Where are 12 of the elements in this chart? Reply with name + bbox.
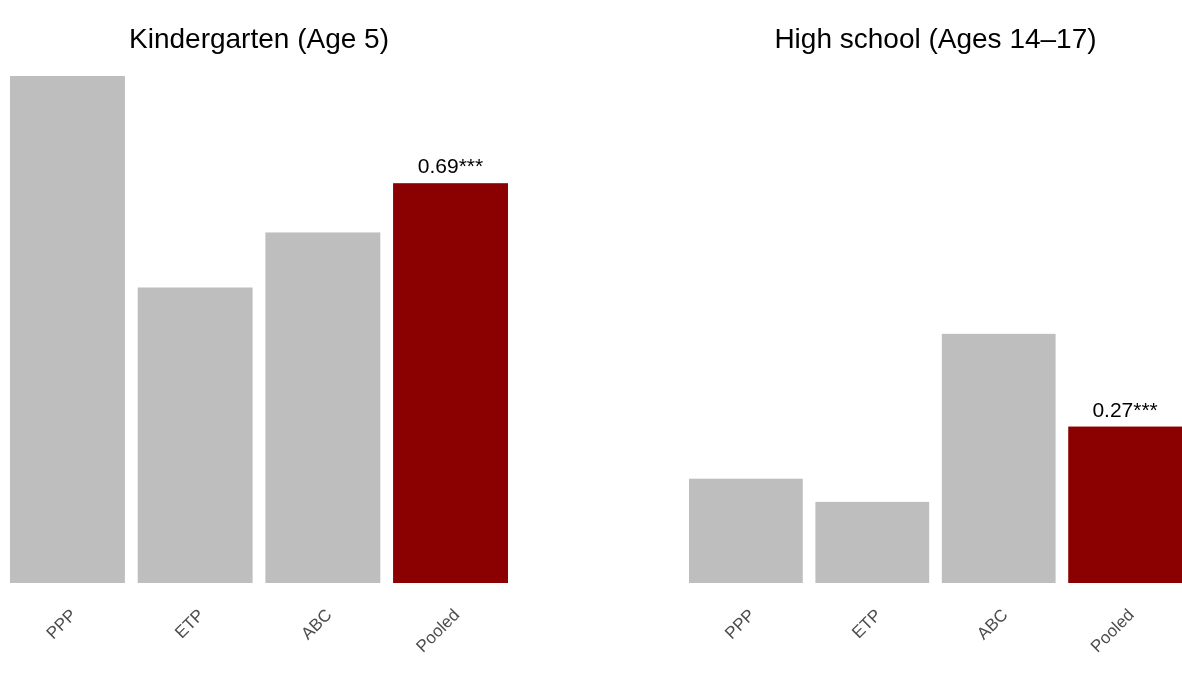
bar bbox=[265, 232, 381, 583]
bar bbox=[1068, 426, 1182, 583]
chart-title: Kindergarten (Age 5) bbox=[129, 23, 389, 54]
bar bbox=[137, 287, 253, 583]
data-label: 0.69*** bbox=[417, 154, 484, 178]
chart-title: High school (Ages 14–17) bbox=[774, 23, 1097, 54]
bar bbox=[815, 501, 930, 583]
bar bbox=[689, 478, 803, 583]
bar bbox=[10, 76, 125, 583]
data-label: 0.27*** bbox=[1092, 397, 1158, 421]
bar bbox=[393, 183, 508, 583]
bar bbox=[941, 333, 1056, 583]
